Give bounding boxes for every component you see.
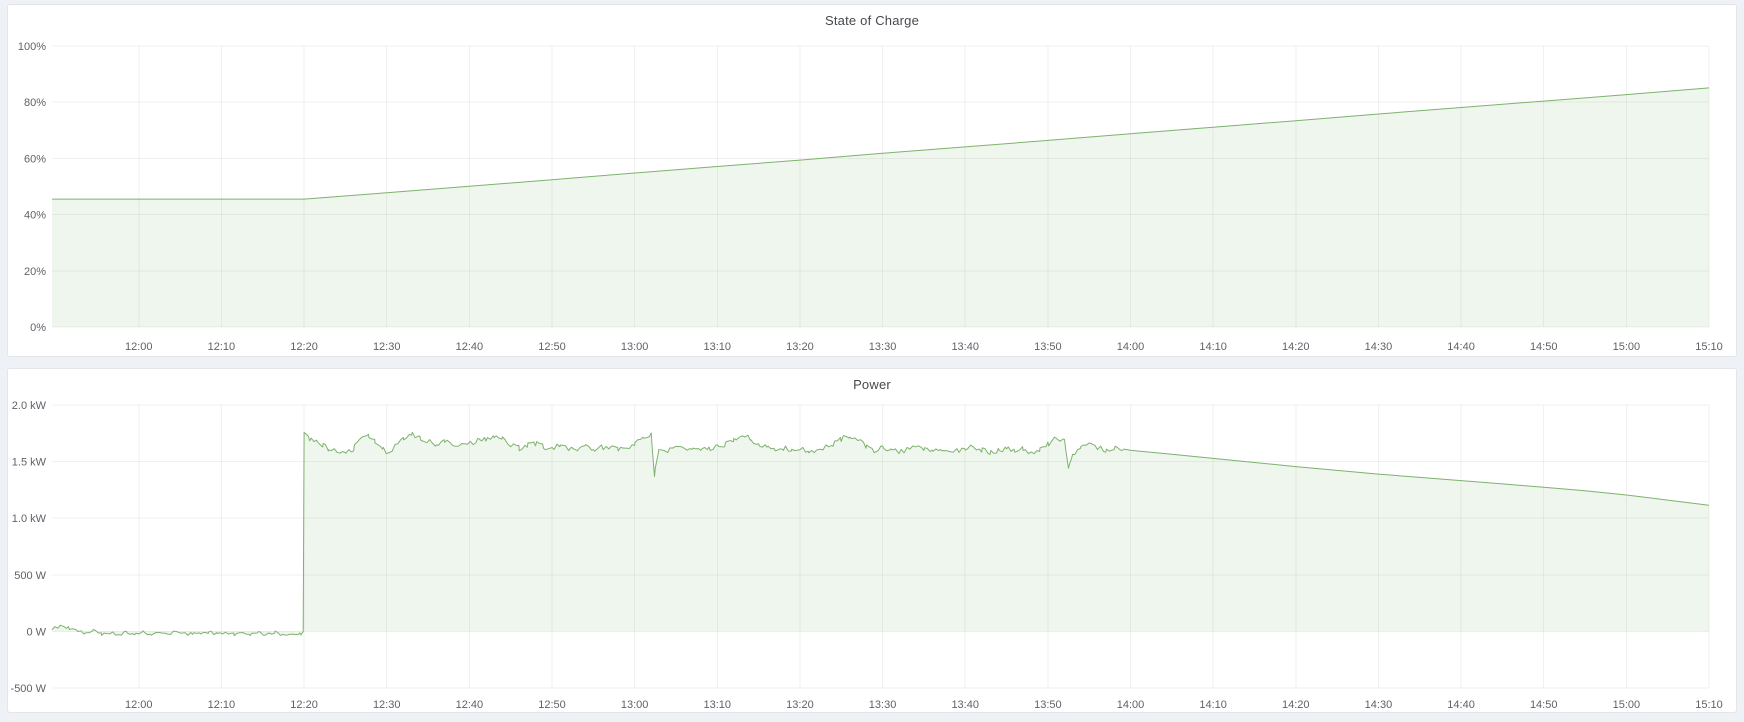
grid-lines [52, 45, 1710, 328]
x-tick-label: 15:10 [1695, 699, 1723, 711]
series-line [52, 87, 1710, 200]
y-tick-label: 0% [30, 322, 46, 334]
y-tick-label: 500 W [14, 570, 46, 582]
x-tick-label: 15:00 [1613, 341, 1641, 353]
y-tick-label: -500 W [11, 683, 47, 695]
series-area [52, 87, 1709, 328]
x-tick-label: 14:50 [1530, 341, 1558, 353]
y-tick-label: 40% [24, 210, 46, 222]
grid-lines [52, 404, 1710, 689]
y-tick-label: 1.5 kW [12, 457, 47, 469]
x-tick-label: 13:40 [951, 699, 979, 711]
x-tick-label: 14:00 [1117, 341, 1145, 353]
soc-panel-title[interactable]: State of Charge [824, 13, 920, 28]
soc-panel: State of Charge 0% 20% 40% 60% 80% 100% 12:00 1… [7, 4, 1737, 357]
x-axis-labels: 12:00 12:10 12:20 12:30 12:40 12:50 13:00 13:10… [125, 699, 1723, 711]
x-tick-label: 12:10 [208, 699, 236, 711]
x-tick-label: 13:10 [704, 699, 732, 711]
x-tick-label: 14:00 [1117, 699, 1145, 711]
series-area [52, 432, 1709, 636]
series-line [51, 431, 1710, 637]
x-tick-label: 12:30 [373, 341, 401, 353]
x-tick-label: 13:20 [786, 341, 814, 353]
x-tick-label: 12:20 [290, 341, 318, 353]
power-panel: Power -500 W 0 W 500 W 1.0 kW 1.5 kW 2.0 kW 12… [7, 368, 1737, 713]
x-tick-label: 14:50 [1530, 699, 1558, 711]
x-tick-label: 13:00 [621, 699, 649, 711]
soc-chart[interactable]: 0%20%40%60%80%100%12:00 12:10 12:20 12:30 12… [8, 5, 1736, 356]
y-tick-label: 80% [24, 97, 46, 109]
x-tick-label: 13:00 [621, 341, 649, 353]
x-tick-label: 12:50 [538, 341, 566, 353]
y-tick-label: 100% [18, 41, 46, 53]
y-tick-label: 0 W [26, 626, 46, 638]
x-tick-label: 13:10 [704, 341, 732, 353]
x-tick-label: 12:20 [290, 699, 318, 711]
y-axis-labels: 0% 20% 40% 60% 80% 100% [18, 41, 46, 334]
power-panel-title[interactable]: Power [853, 377, 891, 392]
x-tick-label: 15:10 [1695, 341, 1723, 353]
x-tick-label: 13:30 [869, 341, 897, 353]
x-tick-label: 14:30 [1365, 699, 1393, 711]
y-tick-label: 1.0 kW [12, 513, 47, 525]
x-axis-labels: 12:00 12:10 12:20 12:30 12:40 12:50 13:00 13:10… [125, 341, 1723, 353]
x-tick-label: 15:00 [1613, 699, 1641, 711]
x-tick-label: 13:50 [1034, 699, 1062, 711]
x-tick-label: 13:20 [786, 699, 814, 711]
x-tick-label: 14:10 [1199, 699, 1227, 711]
x-tick-label: 12:40 [456, 341, 484, 353]
y-tick-label: 20% [24, 266, 46, 278]
x-tick-label: 12:00 [125, 341, 153, 353]
y-tick-label: 60% [24, 153, 46, 165]
x-tick-label: 12:40 [456, 699, 484, 711]
x-tick-label: 13:30 [869, 699, 897, 711]
y-axis-labels: -500 W 0 W 500 W 1.0 kW 1.5 kW 2.0 kW [11, 400, 47, 695]
x-tick-label: 14:40 [1447, 699, 1475, 711]
x-tick-label: 14:20 [1282, 341, 1310, 353]
x-tick-label: 12:10 [208, 341, 236, 353]
x-tick-label: 13:40 [951, 341, 979, 353]
x-tick-label: 12:00 [125, 699, 153, 711]
x-tick-label: 12:50 [538, 699, 566, 711]
y-tick-label: 2.0 kW [12, 400, 47, 412]
x-tick-label: 13:50 [1034, 341, 1062, 353]
x-tick-label: 12:30 [373, 699, 401, 711]
x-tick-label: 14:10 [1199, 341, 1227, 353]
x-tick-label: 14:40 [1447, 341, 1475, 353]
x-tick-label: 14:20 [1282, 699, 1310, 711]
x-tick-label: 14:30 [1365, 341, 1393, 353]
